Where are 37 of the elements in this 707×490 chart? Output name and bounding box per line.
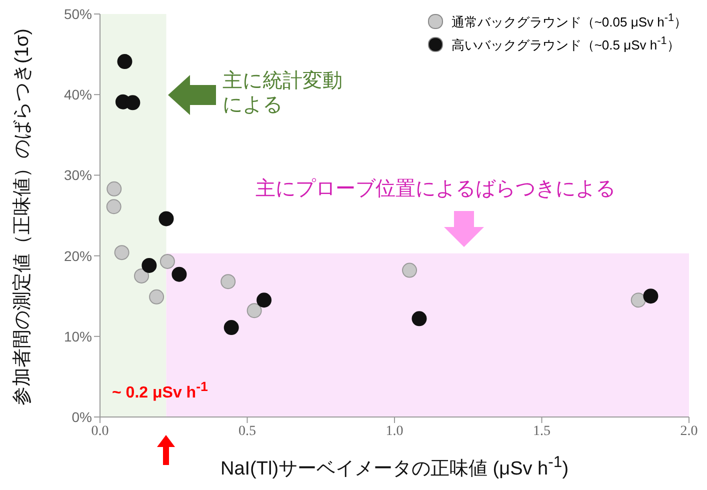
band-label: 主にプローブ位置によるばらつきによる <box>254 177 617 202</box>
point <box>149 289 164 304</box>
x-tick-label: 2.0 <box>680 424 698 439</box>
point <box>412 311 427 326</box>
y-tick-label: 0% <box>72 408 92 425</box>
y-tick-label: 40% <box>64 86 92 103</box>
x-tick-label: 0.0 <box>91 424 109 439</box>
legend-label: 高いバックグラウンド（~0.5 μSv h$^{-1}$） <box>451 35 680 55</box>
point <box>158 211 174 226</box>
y-tick-label: 50% <box>64 6 92 22</box>
point <box>224 320 239 336</box>
point <box>114 245 130 260</box>
point <box>160 254 175 269</box>
point <box>402 262 418 278</box>
annotation: ~ 0.2 μSv h$^{-1}$ <box>112 379 208 402</box>
x-axis-title: NaI(Tl)サーベイメータの正味値 (μSv h$^{-1}$) <box>219 454 570 482</box>
point <box>117 54 132 70</box>
point <box>246 303 262 318</box>
point <box>125 95 140 110</box>
point <box>220 274 236 290</box>
point <box>106 199 122 214</box>
legend-label: 通常バックグラウンド（~0.05 μSv h$^{-1}$） <box>451 12 687 32</box>
annotation: 主に統計変動による <box>222 68 344 117</box>
x-tick-label: 0.5 <box>238 424 256 439</box>
point <box>630 292 646 308</box>
point <box>643 288 658 304</box>
point <box>106 181 122 196</box>
x-tick-label: 1.0 <box>386 424 404 439</box>
point <box>172 266 187 282</box>
y-tick-label: 20% <box>64 248 92 264</box>
point <box>256 292 272 308</box>
x-tick-label: 1.5 <box>533 424 550 439</box>
y-tick-label: 30% <box>64 167 92 184</box>
y-tick-label: 10% <box>64 328 92 344</box>
y-axis-title: 参加者間の測定値（正味値）のばらつき(1σ) <box>11 27 34 407</box>
point <box>142 258 157 273</box>
point <box>134 268 150 284</box>
